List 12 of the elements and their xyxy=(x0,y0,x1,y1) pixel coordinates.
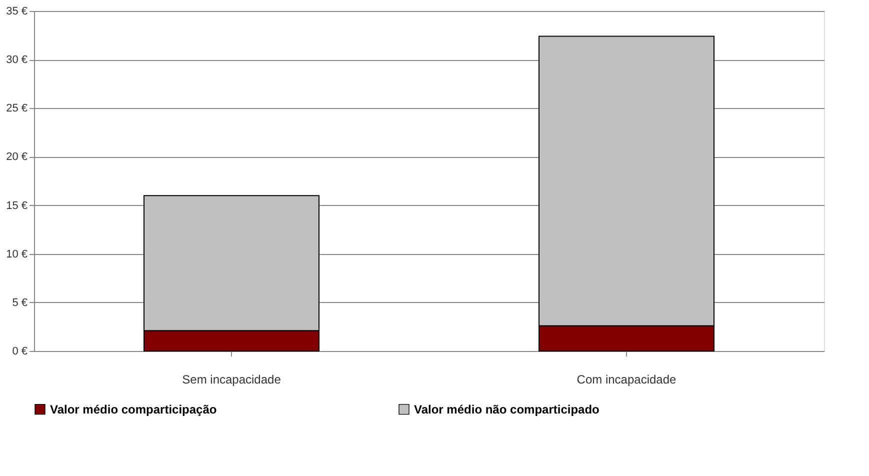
legend-label: Valor médio comparticipação xyxy=(50,402,217,416)
y-tick-label: 10 € xyxy=(6,248,28,260)
x-tick-label: Sem incapacidade xyxy=(182,372,282,386)
y-tick-label: 25 € xyxy=(6,102,28,115)
x-tick-label: Com incapacidade xyxy=(576,372,677,386)
y-tick-label: 15 € xyxy=(6,200,28,212)
y-tick-label: 5 € xyxy=(12,296,28,309)
legend-label: Valor médio não comparticipado xyxy=(414,402,600,416)
y-tick-label: 35 € xyxy=(6,6,28,18)
y-tick-label: 0 € xyxy=(12,346,28,358)
y-tick-label: 30 € xyxy=(6,54,28,66)
y-tick-label: 20 € xyxy=(6,151,28,164)
